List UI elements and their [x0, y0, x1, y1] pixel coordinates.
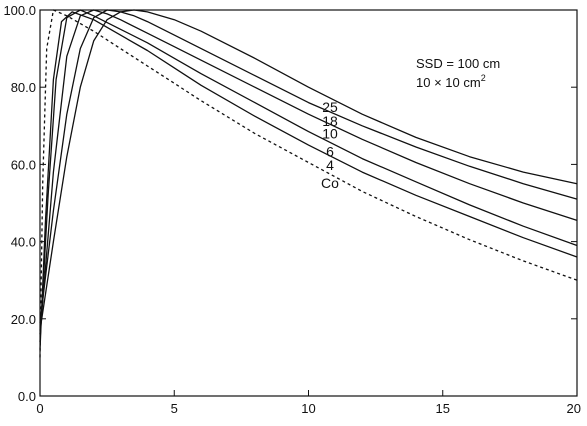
series-line-6 [39, 9, 578, 343]
x-tick-label: 5 [171, 401, 178, 416]
series-line-10 [39, 9, 578, 335]
series-line-18 [39, 9, 578, 323]
annotation-ssd: SSD = 100 cm [416, 56, 500, 71]
y-axis: 0.0 20.0 40.0 60.0 80.0 100.0 [3, 3, 577, 404]
y-tick-label: 40.0 [11, 235, 36, 250]
annotation-text: SSD = 100 cm 10 × 10 cm2 [416, 56, 500, 90]
series-label-25: 25 [322, 99, 338, 115]
series-label-6: 6 [326, 143, 334, 159]
y-tick-label: 60.0 [11, 157, 36, 172]
y-tick-label: 100.0 [3, 3, 36, 18]
series-label-co: Co [321, 175, 339, 191]
annotation-field-size: 10 × 10 cm2 [416, 73, 486, 90]
annotation-field-size-sup: 2 [481, 73, 486, 83]
x-tick-label: 0 [36, 401, 43, 416]
series-lines [39, 9, 578, 358]
y-tick-label: 80.0 [11, 80, 36, 95]
series-line-25 [39, 9, 578, 331]
annotation-field-size-main: 10 × 10 cm [416, 75, 481, 90]
series-label-4: 4 [326, 157, 334, 173]
series-label-18: 18 [322, 113, 338, 129]
y-tick-label: 20.0 [11, 312, 36, 327]
series-line-4 [39, 11, 578, 350]
series-label-10: 10 [322, 125, 338, 141]
y-tick-label: 0.0 [18, 389, 36, 404]
x-tick-label: 15 [436, 401, 450, 416]
x-tick-label: 10 [301, 401, 315, 416]
x-axis: 0 5 10 15 20 [36, 390, 581, 416]
x-tick-label: 20 [567, 401, 581, 416]
